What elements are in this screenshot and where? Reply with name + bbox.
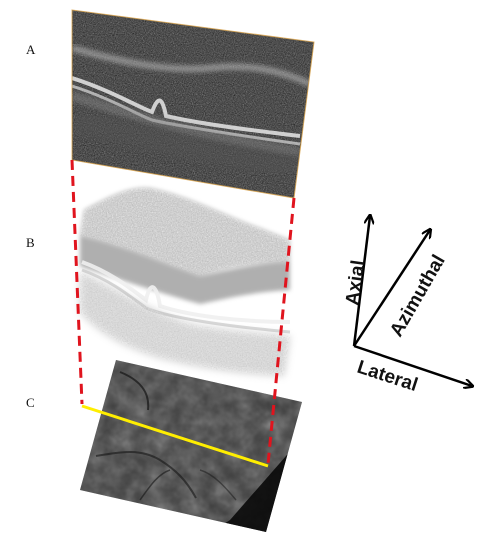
panel-label-b: B: [26, 235, 35, 250]
panel-label-a: A: [26, 42, 36, 57]
projection-lines: [70, 159, 296, 465]
volume-rendering: [80, 187, 291, 376]
bscan-image: [71, 9, 315, 199]
axial-arrow: [352, 216, 370, 347]
coordinate-axes: Axial Azimuthal Lateral: [342, 216, 472, 396]
lateral-arrow: [353, 344, 472, 386]
azimuthal-label: Azimuthal: [386, 251, 450, 340]
lateral-label: Lateral: [354, 357, 420, 396]
panel-label-c: C: [26, 395, 35, 410]
scan-line: [81, 404, 269, 468]
axial-label: Axial: [342, 259, 369, 307]
enface-fundus-image: [80, 360, 302, 532]
azimuthal-arrow: [352, 230, 430, 347]
